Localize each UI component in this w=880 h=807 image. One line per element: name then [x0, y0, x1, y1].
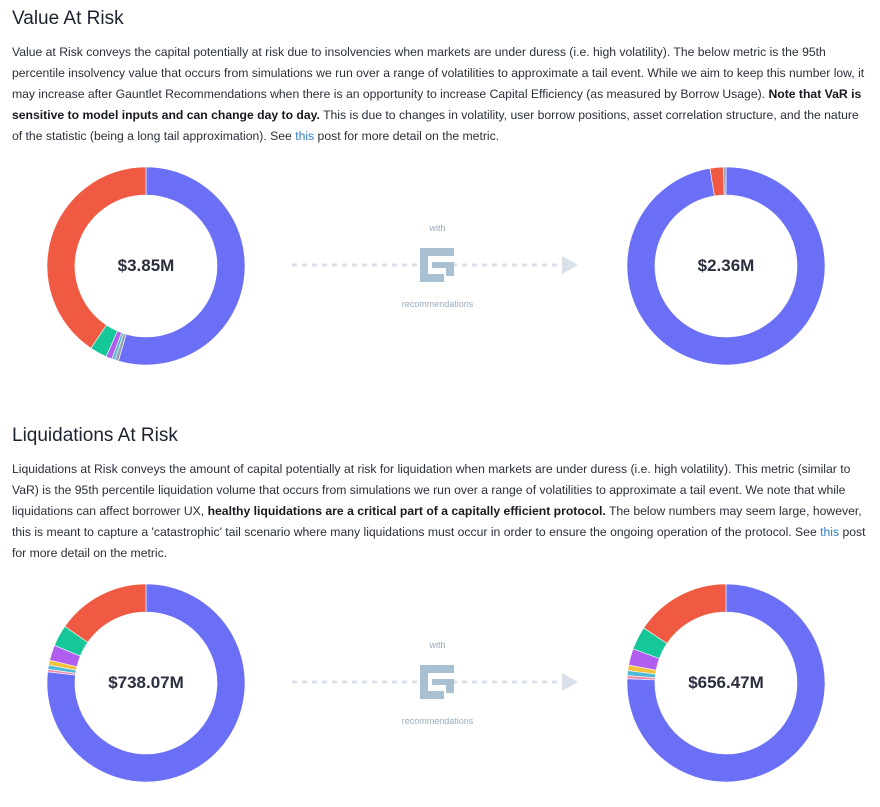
donut-slice-red	[46, 166, 147, 349]
liq-text-2: The below numbers may seem large, howeve…	[12, 504, 862, 539]
dotted-arrow	[292, 665, 578, 699]
donut-slice-blue	[626, 166, 826, 366]
gauntlet-logo-icon	[420, 248, 454, 282]
var-bold-note: Note that VaR is sensitive to model inpu…	[12, 87, 862, 122]
liq-recommendation-arrow: with recommendations	[290, 612, 585, 732]
liq-section: Liquidations At Risk Liquidations at Ris…	[12, 425, 868, 564]
liq-donut-after: $656.47M	[626, 583, 826, 783]
donut-slice-blue	[626, 583, 826, 783]
gauntlet-logo-icon	[420, 665, 454, 699]
donut-slice-gray	[723, 166, 727, 196]
donut-slice-red	[64, 583, 147, 643]
dotted-arrow	[292, 248, 578, 282]
liq-after-value: $656.47M	[688, 673, 764, 692]
var-section: Value At Risk Value at Risk conveys the …	[12, 8, 868, 147]
var-recommendation-arrow: with recommendations	[290, 195, 585, 315]
liq-donut-before-chart	[46, 583, 246, 783]
var-donut-after: $2.36M	[626, 166, 826, 366]
var-donut-before-chart	[46, 166, 246, 366]
donut-slice-blue	[118, 166, 246, 366]
liq-bold-note: healthy liquidations are a critical part…	[207, 504, 606, 518]
var-post-link[interactable]: this	[295, 129, 315, 143]
liq-description: Liquidations at Risk conveys the amount …	[12, 459, 868, 564]
liq-before-value: $738.07M	[108, 673, 184, 692]
var-title: Value At Risk	[12, 8, 124, 29]
var-description: Value at Risk conveys the capital potent…	[12, 42, 868, 147]
var-text-3: post for more detail on the metric.	[314, 129, 500, 143]
liq-title: Liquidations At Risk	[12, 425, 178, 446]
liq-donut-before: $738.07M	[46, 583, 246, 783]
donut-slice-blue	[46, 583, 246, 783]
recommendations-label: recommendations	[401, 299, 474, 309]
var-donut-before: $3.85M	[46, 166, 246, 366]
donut-slice-red	[643, 583, 727, 644]
var-donut-after-chart	[626, 166, 826, 366]
recommendations-label: recommendations	[401, 716, 474, 726]
var-text-2: This is due to changes in volatility, us…	[12, 108, 859, 143]
with-label: with	[429, 640, 446, 650]
var-before-value: $3.85M	[117, 256, 175, 275]
liq-text-1: Liquidations at Risk conveys the amount …	[12, 462, 851, 518]
var-text-1: Value at Risk conveys the capital potent…	[12, 45, 865, 101]
var-after-value: $2.36M	[697, 256, 755, 275]
liq-post-link[interactable]: this	[820, 525, 840, 539]
liq-text-3: post for more detail on the metric.	[12, 525, 866, 560]
liq-donut-after-chart	[626, 583, 826, 783]
with-label: with	[429, 223, 446, 233]
